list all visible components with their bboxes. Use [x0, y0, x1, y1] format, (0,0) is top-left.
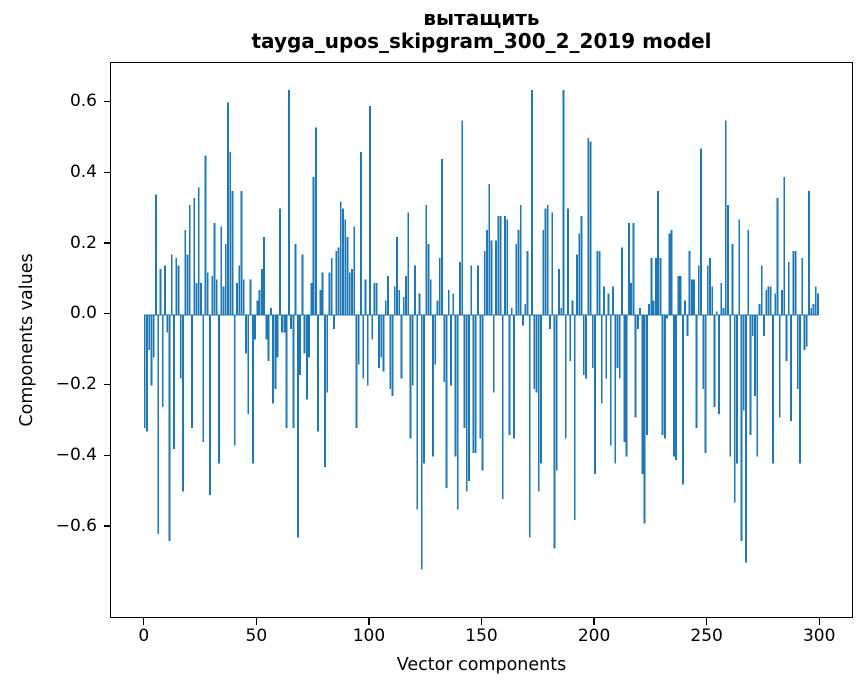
x-tick-mark	[255, 618, 257, 625]
bar-series	[143, 90, 819, 570]
chart-title-model: tayga_upos_skipgram_300_2_2019 model	[251, 29, 712, 53]
y-tick-mark	[103, 242, 110, 244]
y-tick-label: 0.0	[69, 303, 97, 324]
x-tick-mark	[706, 618, 708, 625]
y-tick-label: −0.2	[55, 374, 97, 395]
y-tick-mark	[103, 454, 110, 456]
y-tick-label: 0.4	[69, 161, 97, 182]
x-tick-label: 50	[245, 626, 268, 646]
chart-title: вытащить tayga_upos_skipgram_300_2_2019 …	[110, 7, 853, 53]
x-tick-label: 200	[577, 626, 611, 646]
x-axis-label: Vector components	[396, 655, 567, 675]
x-tick-mark	[368, 618, 370, 625]
x-tick-mark	[143, 618, 145, 625]
y-tick-label: −0.6	[55, 515, 97, 536]
x-tick-mark	[593, 618, 595, 625]
plot-area	[110, 62, 853, 618]
x-tick-mark	[480, 618, 483, 625]
y-tick-mark	[103, 313, 110, 315]
x-tick-label: 250	[690, 626, 723, 646]
y-tick-mark	[103, 383, 110, 386]
y-tick-label: 0.6	[69, 91, 97, 112]
y-tick-label: 0.2	[69, 232, 97, 253]
y-axis-label: Components values	[17, 253, 37, 427]
x-tick-label: 150	[465, 626, 498, 646]
x-tick-label: 300	[802, 626, 836, 646]
x-tick-mark	[818, 618, 820, 625]
x-tick-label: 100	[352, 626, 386, 646]
chart-title-word: вытащить	[423, 6, 540, 30]
y-tick-mark	[103, 525, 110, 527]
x-tick-label: 0	[138, 626, 150, 646]
y-tick-mark	[103, 100, 110, 103]
y-tick-label: −0.4	[55, 444, 97, 465]
y-tick-mark	[103, 171, 110, 173]
